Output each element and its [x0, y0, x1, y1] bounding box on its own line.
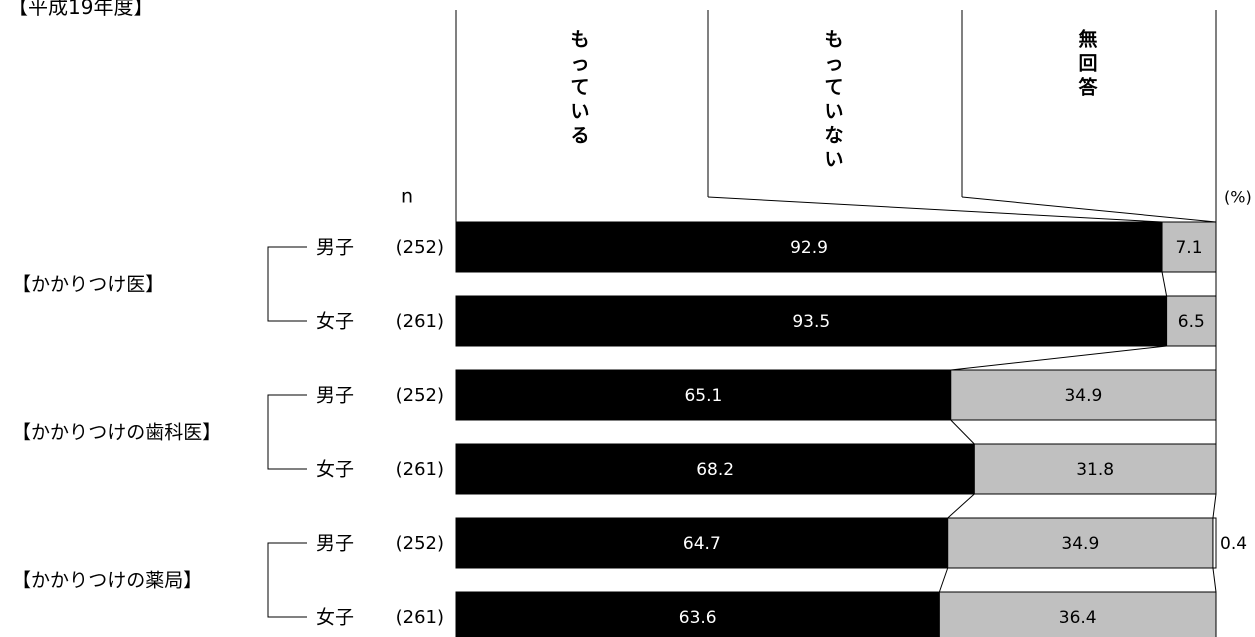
- bar-segment: [1161, 221, 1217, 273]
- legend-series-name: っ: [824, 53, 843, 75]
- bar-segment: [1212, 517, 1217, 569]
- bar-segment: [455, 443, 975, 495]
- row-gender-label: 女子: [316, 607, 354, 629]
- n-label: n: [401, 186, 413, 208]
- connector-line: [947, 493, 975, 519]
- connector-line: [1161, 271, 1168, 297]
- legend-series-name: い: [824, 101, 843, 123]
- bar-segment: [455, 221, 1163, 273]
- group-bracket: [267, 246, 307, 322]
- data-label: 63.6: [679, 608, 717, 628]
- data-label: 93.5: [792, 312, 830, 332]
- data-label: 68.2: [696, 460, 734, 480]
- segment-connectors: [938, 271, 1217, 593]
- data-label: 6.5: [1178, 312, 1205, 332]
- legend-series-name: も: [824, 29, 843, 51]
- data-label: 34.9: [1064, 386, 1102, 406]
- legend-series-name: い: [824, 149, 843, 171]
- bar-segment: [455, 591, 940, 637]
- connector-line: [1212, 493, 1217, 519]
- legend-series-name: 無: [1078, 28, 1097, 51]
- row-labels: 男子 (252) 女子 (261) 男子 (252) 女子 (261) 男子 (252) 女子 (26…: [316, 237, 444, 629]
- bar-segment: [950, 369, 1217, 421]
- data-label: 31.8: [1076, 460, 1114, 480]
- header-leader-line: [707, 196, 1163, 223]
- legend-series-name: 回: [1078, 53, 1097, 75]
- legend-series-name: も: [570, 29, 589, 51]
- header-leader-line: [961, 196, 1217, 223]
- row-gender-label: 女子: [316, 459, 354, 481]
- row-gender-label: 男子: [316, 533, 354, 555]
- connector-line: [938, 567, 949, 593]
- legend-series-name: て: [570, 77, 589, 99]
- chart-title: 【平成19年度】: [8, 0, 153, 19]
- row-n-label: (252): [396, 533, 444, 554]
- data-label: 92.9: [790, 238, 828, 258]
- bar-segment: [455, 295, 1168, 347]
- row-n-label: (252): [396, 237, 444, 258]
- group-label: 【かかりつけの薬局】: [12, 570, 202, 592]
- legend-series-name: て: [824, 77, 843, 99]
- group-label: 【かかりつけの歯科医】: [12, 422, 221, 444]
- data-label: 0.4: [1220, 534, 1247, 554]
- row-n-label: (261): [396, 607, 444, 628]
- group-labels: 【かかりつけ医】【かかりつけの歯科医】【かかりつけの薬局】: [12, 246, 307, 618]
- data-label: 34.9: [1061, 534, 1099, 554]
- legend-series-name: い: [570, 101, 589, 123]
- bar-segment: [1166, 295, 1217, 347]
- bar-segment: [455, 369, 952, 421]
- group-bracket: [267, 394, 307, 470]
- legend-series-name: な: [824, 125, 843, 147]
- row-n-label: (261): [396, 459, 444, 480]
- data-label: 64.7: [683, 534, 721, 554]
- connector-line: [950, 345, 1167, 371]
- data-label: 65.1: [684, 386, 722, 406]
- row-gender-label: 男子: [316, 385, 354, 407]
- connector-line: [1212, 567, 1217, 593]
- row-gender-label: 男子: [316, 237, 354, 259]
- row-n-label: (252): [396, 385, 444, 406]
- legend-series-name: 答: [1078, 76, 1098, 99]
- group-label: 【かかりつけ医】: [12, 274, 164, 296]
- unit-label: (%): [1224, 188, 1252, 207]
- bar-segment: [973, 443, 1217, 495]
- data-label: 7.1: [1175, 238, 1202, 258]
- bar-segment: [938, 591, 1217, 637]
- bar-segment: [947, 517, 1214, 569]
- data-label: 36.4: [1059, 608, 1097, 628]
- legend-series-name: っ: [570, 53, 589, 75]
- row-n-label: (261): [396, 311, 444, 332]
- legend-series-name: る: [570, 125, 589, 147]
- bar-segment: [455, 517, 949, 569]
- connector-line: [950, 419, 975, 445]
- bars: 92.9 7.1 93.5 6.5 65.1 34.9 68.2 31.8 64.7 34.9 0.…: [455, 221, 1247, 637]
- row-gender-label: 女子: [316, 311, 354, 333]
- group-bracket: [267, 542, 307, 618]
